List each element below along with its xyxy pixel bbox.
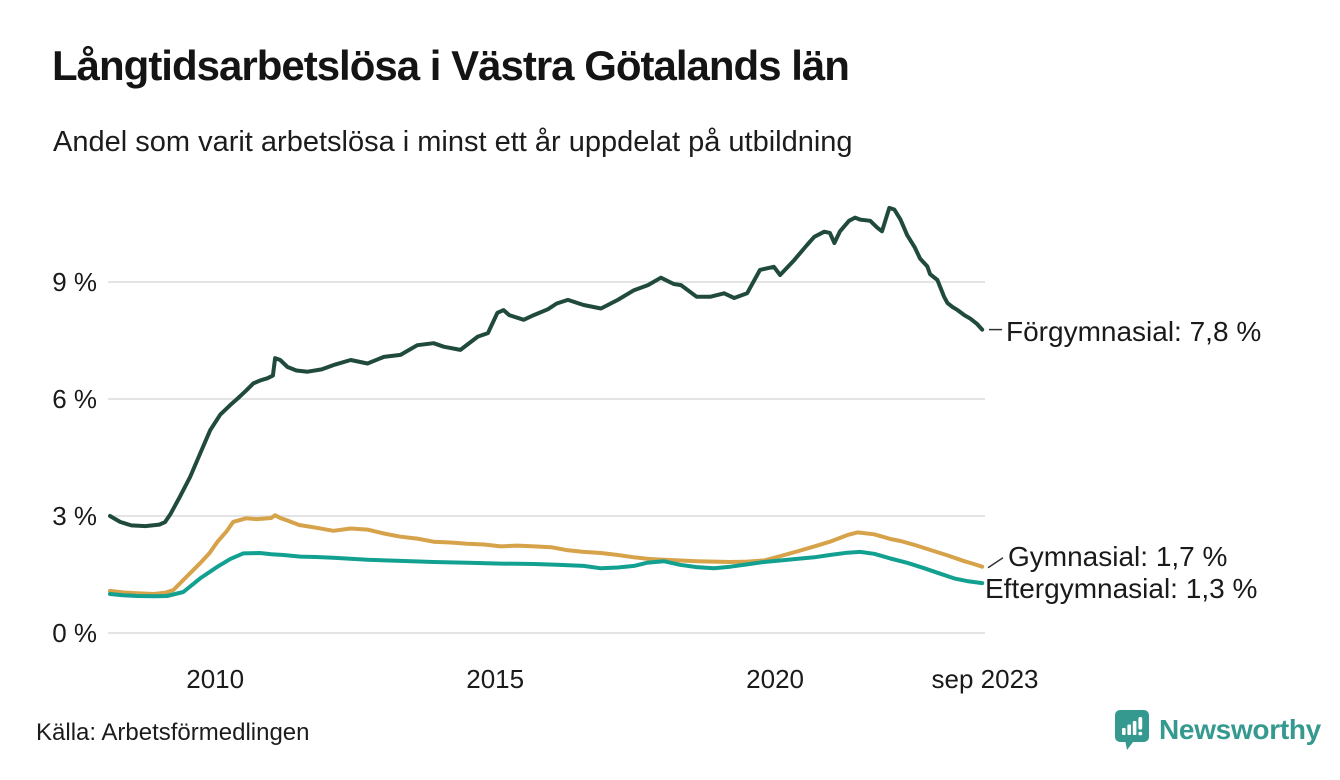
x-tick-label: 2015	[466, 664, 524, 694]
y-tick-label: 9 %	[52, 267, 97, 297]
x-tick-label: 2010	[186, 664, 244, 694]
logo-bar-medium	[1127, 724, 1131, 735]
source-note: Källa: Arbetsförmedlingen	[36, 719, 310, 746]
series-line-2	[108, 549, 985, 599]
x-tick-label: 2020	[746, 664, 804, 694]
logo-bar-small	[1122, 728, 1126, 735]
y-tick-label: 3 %	[52, 501, 97, 531]
end-label-forgymnasial: Förgymnasial: 7,8 %	[1006, 315, 1262, 347]
newsworthy-wordmark: Newsworthy	[1159, 714, 1321, 745]
y-tick-label: 0 %	[52, 618, 97, 648]
series-line-1	[108, 513, 985, 596]
newsworthy-logo-icon	[1115, 710, 1149, 750]
logo-exclamation-dot	[1138, 731, 1143, 736]
series-line-0	[108, 205, 985, 529]
end-label-eftergymnasial: Eftergymnasial: 1,3 %	[985, 573, 1258, 605]
page-subtitle: Andel som varit arbetslösa i minst ett å…	[53, 126, 853, 158]
newsworthy-logo: Newsworthy	[1114, 709, 1321, 751]
x-tick-label: sep 2023	[932, 664, 1039, 694]
logo-bar-tall	[1132, 721, 1137, 735]
page-title: Långtidsarbetslösa i Västra Götalands lä…	[52, 42, 850, 89]
y-tick-label: 6 %	[52, 384, 97, 414]
connector-gymnasial	[987, 557, 1004, 569]
end-label-gymnasial: Gymnasial: 1,7 %	[1008, 540, 1228, 572]
logo-exclamation-stem	[1138, 717, 1143, 730]
